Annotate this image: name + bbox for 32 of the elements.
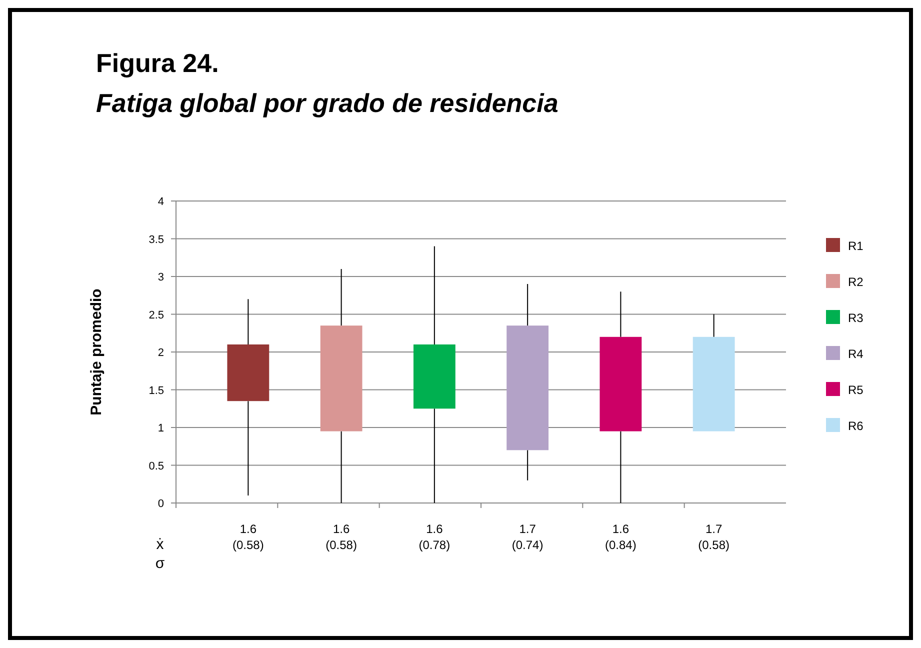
candlestick (413, 246, 456, 504)
x-tick-label: 1.6 (0.78) (418, 522, 450, 552)
candlestick (227, 298, 270, 496)
text: ẋ (156, 536, 164, 553)
y-tick-label: 1 (158, 422, 164, 434)
legend-label: R1 (848, 239, 864, 253)
legend-label: R3 (848, 311, 864, 325)
y-tick-label: 2.5 (148, 309, 164, 322)
y-tick-label: 2 (158, 347, 164, 359)
chart-subtitle: Fatiga global por grado de residencia (96, 88, 558, 118)
candlestick (692, 314, 735, 432)
legend-label: R5 (848, 383, 864, 397)
legend-label: R2 (848, 275, 864, 289)
legend-label: R6 (848, 419, 864, 433)
y-tick-label: 3 (158, 272, 164, 284)
x-tick-label: 1.6 (0.84) (605, 522, 636, 552)
candlestick (506, 284, 549, 481)
candlestick (320, 268, 362, 504)
legend-label: R4 (848, 347, 864, 361)
y-tick-label: 4 (158, 196, 164, 208)
text: σ (155, 555, 166, 572)
chart-title: Figura 24. (96, 48, 219, 78)
y-tick-label: 3.5 (148, 234, 164, 246)
y-tick-label: 0.5 (148, 460, 164, 472)
y-tick-label: 0 (158, 498, 164, 510)
candlestick (600, 291, 642, 504)
x-tick-label: 1.7 (0.58) (698, 522, 730, 552)
x-tick-label: 1.6 (0.58) (232, 522, 264, 552)
y-tick-label: 1.5 (148, 384, 164, 397)
y-axis-title: Puntaje promedio (88, 288, 105, 416)
x-tick-label: 1.7 (0.74) (512, 522, 544, 552)
x-tick-label: 1.6 (0.58) (326, 522, 357, 552)
